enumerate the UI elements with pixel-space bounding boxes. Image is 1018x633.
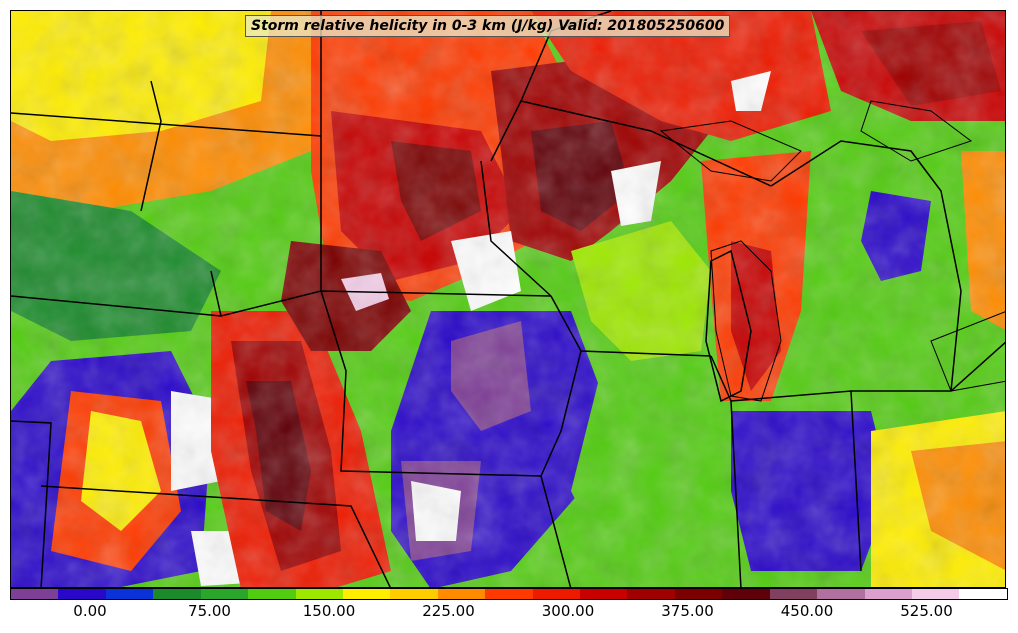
colorbar-segment	[817, 589, 865, 599]
colorbar-segment	[105, 589, 154, 599]
colorbar-segment	[532, 589, 581, 599]
colorbar-segment	[437, 589, 486, 599]
colorbar-segment	[342, 589, 391, 599]
colorbar-tick-label: 450.00	[780, 602, 834, 620]
map-title: Storm relative helicity in 0-3 km (J/kg)…	[245, 15, 731, 37]
colorbar-segment	[153, 589, 201, 599]
colorbar-tick-label: 75.00	[188, 602, 231, 620]
colorbar-segment	[295, 589, 343, 599]
colorbar-segment	[674, 589, 723, 599]
colorbar-segment	[959, 589, 1007, 599]
colorbar-segment	[912, 589, 960, 599]
colorbar-segment	[11, 589, 59, 599]
helicity-field	[11, 11, 1005, 587]
helicity-map	[10, 10, 1006, 588]
colorbar-tick-label: 300.00	[541, 602, 595, 620]
colorbar-tick-label: 150.00	[302, 602, 356, 620]
colorbar-segment	[58, 589, 106, 599]
colorbar-segment	[200, 589, 249, 599]
state-borders	[11, 11, 1005, 587]
colorbar-segment	[580, 589, 628, 599]
colorbar-segment	[722, 589, 770, 599]
colorbar-tick-label: 375.00	[661, 602, 714, 620]
colorbar	[10, 588, 1008, 600]
colorbar-segment	[627, 589, 675, 599]
colorbar-segment	[390, 589, 438, 599]
colorbar-segment	[864, 589, 913, 599]
colorbar-ticks: 0.00 75.00 150.00 225.00 300.00 375.00 450.00 5…	[10, 600, 1008, 630]
colorbar-tick-label: 0.00	[73, 602, 107, 620]
colorbar-segment	[769, 589, 818, 599]
texture-overlay	[11, 11, 1005, 587]
colorbar-segment	[485, 589, 533, 599]
colorbar-tick-label: 225.00	[422, 602, 475, 620]
colorbar-tick-label: 525.00	[900, 602, 953, 620]
lake-outlines	[659, 100, 1005, 402]
colorbar-segment	[248, 589, 296, 599]
